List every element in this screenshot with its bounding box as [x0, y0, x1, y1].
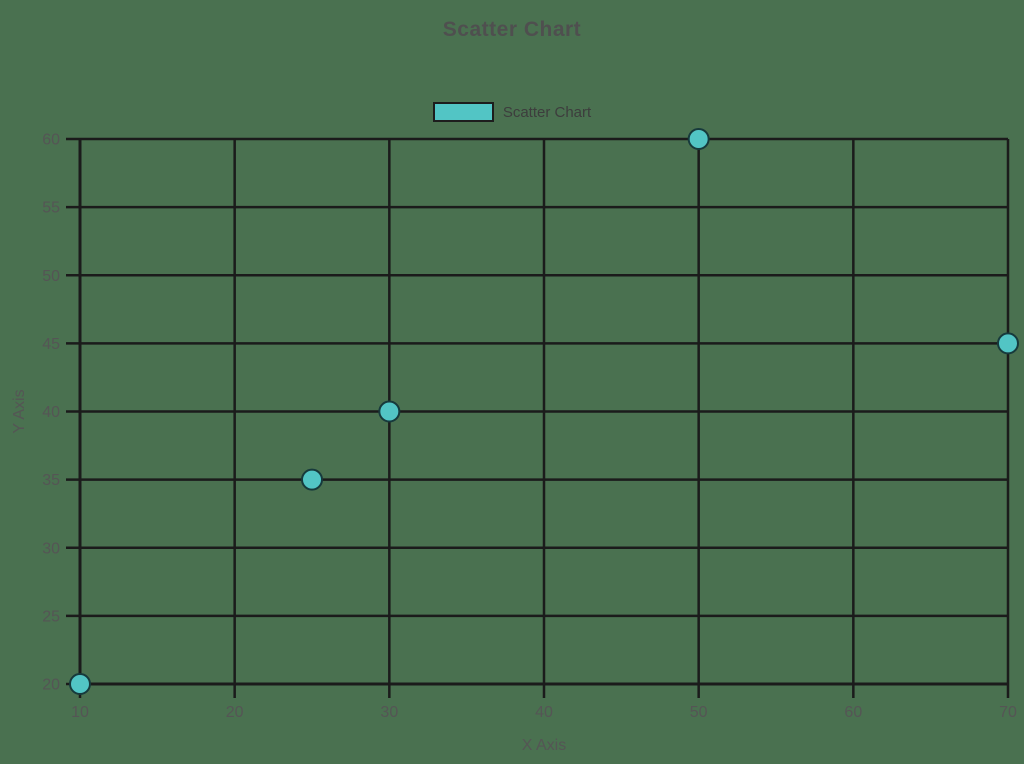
legend-item[interactable]: Scatter Chart [0, 102, 1024, 122]
x-tick-label: 10 [71, 704, 89, 721]
grid-lines [78, 137, 1010, 686]
data-point[interactable] [301, 468, 323, 491]
y-tick-label: 20 [42, 677, 60, 694]
legend-swatch [432, 102, 494, 122]
y-tick-label: 45 [42, 336, 60, 353]
y-tick-label: 30 [42, 540, 60, 557]
x-tick-label: 70 [999, 704, 1017, 721]
axis-titles: X Axis Y Axis [11, 389, 566, 754]
x-axis-title: X Axis [522, 737, 566, 754]
x-tick-label: 40 [535, 704, 553, 721]
tick-marks [66, 137, 1010, 698]
chart-title: Scatter Chart [442, 18, 582, 41]
data-points [69, 128, 1019, 695]
tick-labels: 20 25 30 35 40 45 50 55 60 10 20 30 40 50 60 70 [42, 132, 1017, 722]
y-tick-label: 50 [42, 268, 60, 285]
y-tick-label: 25 [42, 608, 60, 625]
x-tick-label: 20 [226, 704, 244, 721]
data-point[interactable] [378, 400, 401, 423]
data-point[interactable] [997, 332, 1019, 355]
y-axis-title: Y Axis [11, 389, 28, 433]
y-tick-label: 35 [42, 472, 60, 489]
y-tick-label: 55 [42, 200, 60, 217]
x-tick-label: 60 [844, 704, 862, 721]
x-tick-label: 30 [380, 704, 398, 721]
legend-label: Scatter Chart [502, 103, 592, 121]
y-tick-label: 40 [42, 404, 60, 421]
y-tick-label: 60 [42, 132, 60, 149]
data-point[interactable] [687, 128, 710, 150]
data-point[interactable] [69, 673, 91, 695]
x-tick-label: 50 [690, 704, 708, 721]
